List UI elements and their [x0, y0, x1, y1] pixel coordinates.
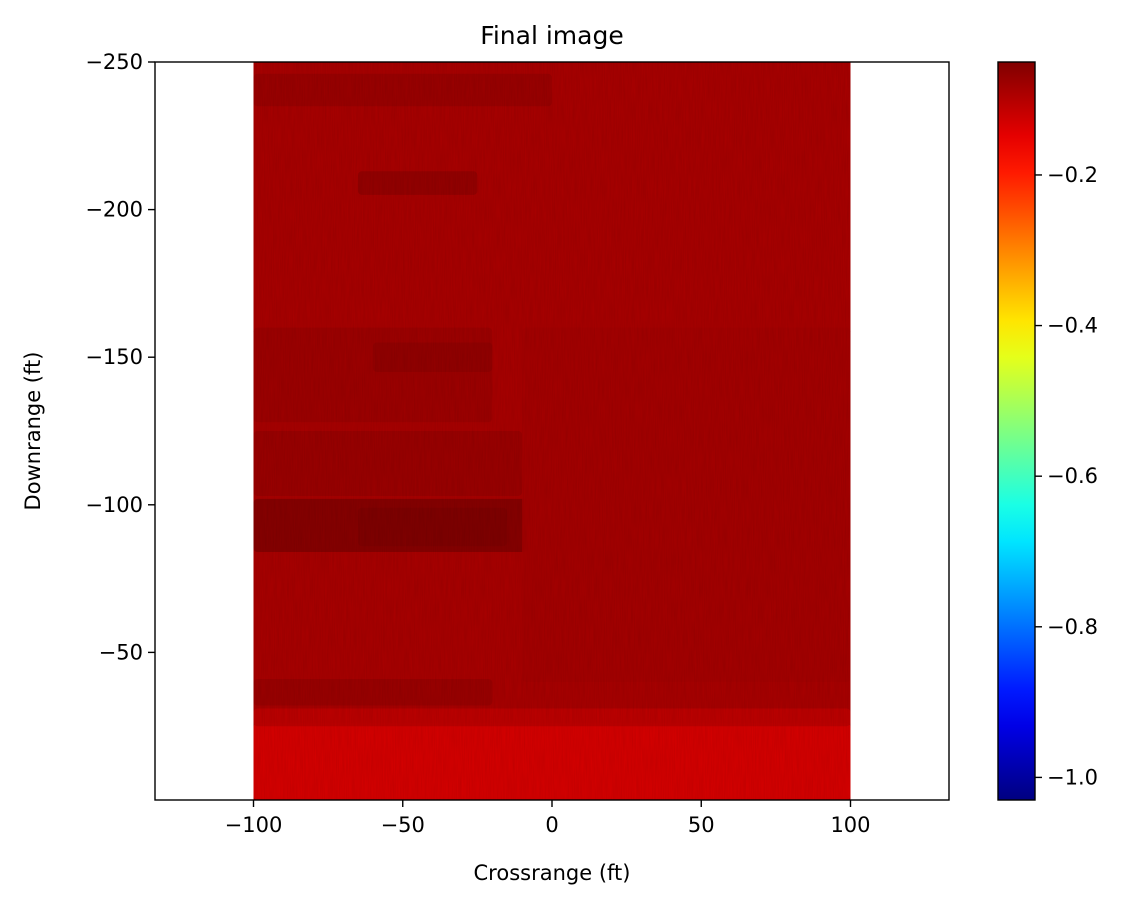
colorbar-tick-label: −1.0 — [1047, 765, 1098, 789]
x-tick-label: −50 — [381, 813, 425, 837]
y-tick-label: −250 — [85, 50, 143, 74]
x-tick-label: 100 — [830, 813, 870, 837]
heatmap-texture — [253, 62, 851, 800]
colorbar-tick-label: −0.6 — [1047, 464, 1098, 488]
y-axis: −250 −200 −150 −100 −50 — [85, 50, 155, 664]
colorbar: −1.0 −0.8 −0.6 −0.4 −0.2 — [997, 61, 1098, 801]
y-axis-title: Downrange (ft) — [21, 352, 45, 511]
y-tick-label: −150 — [85, 345, 143, 369]
x-tick-label: 50 — [688, 813, 715, 837]
plot-area — [154, 61, 950, 801]
x-tick-label: 0 — [545, 813, 558, 837]
colorbar-tick-label: −0.2 — [1047, 163, 1098, 187]
y-tick-label: −200 — [85, 198, 143, 222]
colorbar-gradient — [998, 62, 1035, 800]
colorbar-ticks: −1.0 −0.8 −0.6 −0.4 −0.2 — [1035, 163, 1098, 789]
x-tick-label: −100 — [225, 813, 283, 837]
heatmap-image — [253, 62, 851, 800]
x-axis-title: Crossrange (ft) — [474, 861, 631, 885]
colorbar-frame — [997, 61, 1036, 801]
x-axis: −100 −50 0 50 100 — [225, 800, 871, 837]
y-tick-label: −50 — [99, 640, 143, 664]
colorbar-tick-label: −0.8 — [1047, 615, 1098, 639]
chart-title: Final image — [480, 21, 623, 50]
y-tick-label: −100 — [85, 493, 143, 517]
colorbar-tick-label: −0.4 — [1047, 314, 1098, 338]
